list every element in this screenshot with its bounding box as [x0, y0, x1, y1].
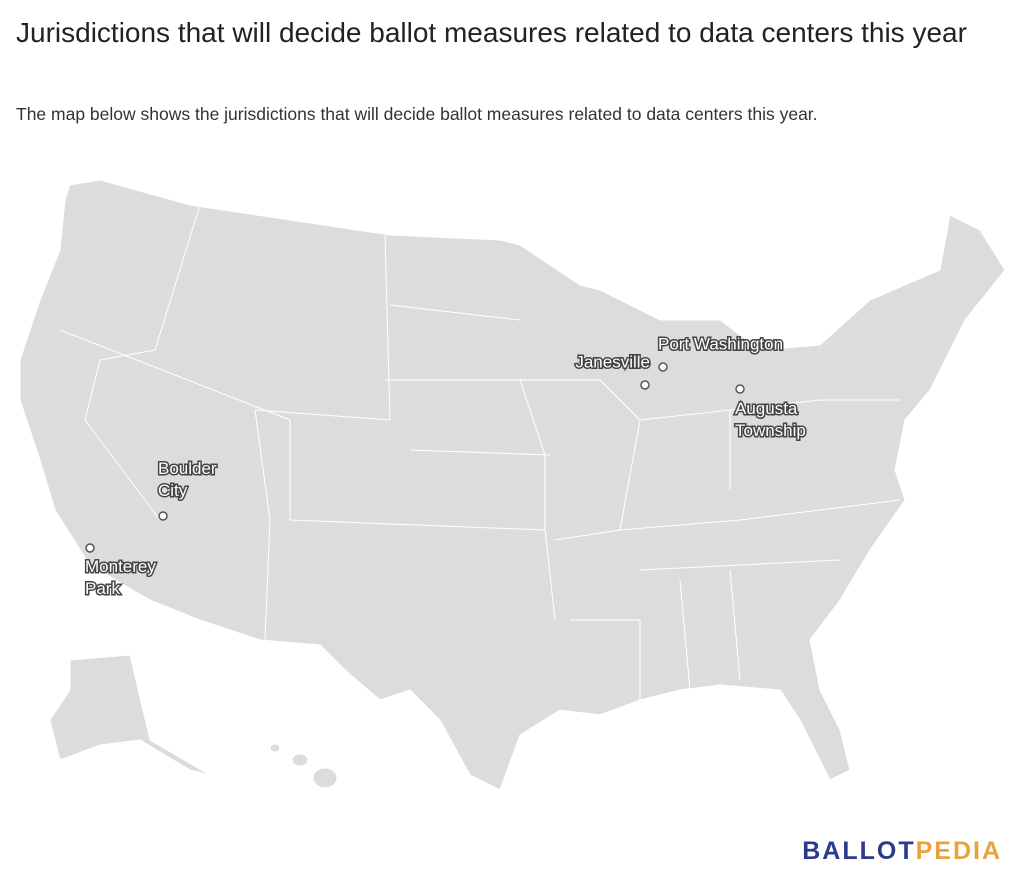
point-label: Augusta Township	[735, 399, 806, 440]
point-marker	[640, 380, 650, 390]
subtitle: The map below shows the jurisdictions th…	[16, 104, 818, 124]
point-label: Janesville	[575, 352, 650, 371]
alaska	[49, 654, 211, 776]
logo-part: PEDIA	[915, 837, 1002, 865]
logo: BALLOTPEDIA	[802, 837, 1002, 866]
us-mainland	[19, 179, 1006, 791]
point-marker	[85, 543, 95, 553]
point-label: Boulder City	[158, 459, 217, 500]
hawaii	[269, 743, 281, 753]
title: Jurisdictions that will decide ballot me…	[16, 17, 967, 48]
point-label: Port Washington	[658, 334, 783, 353]
point-label: Monterey Park	[85, 557, 156, 598]
state-lines	[59, 204, 901, 700]
point-marker	[158, 511, 168, 521]
hawaii	[291, 753, 309, 767]
point-marker	[735, 384, 745, 394]
hawaii	[312, 767, 338, 789]
logo-part: BALLOT	[802, 837, 916, 865]
point-marker	[658, 362, 668, 372]
